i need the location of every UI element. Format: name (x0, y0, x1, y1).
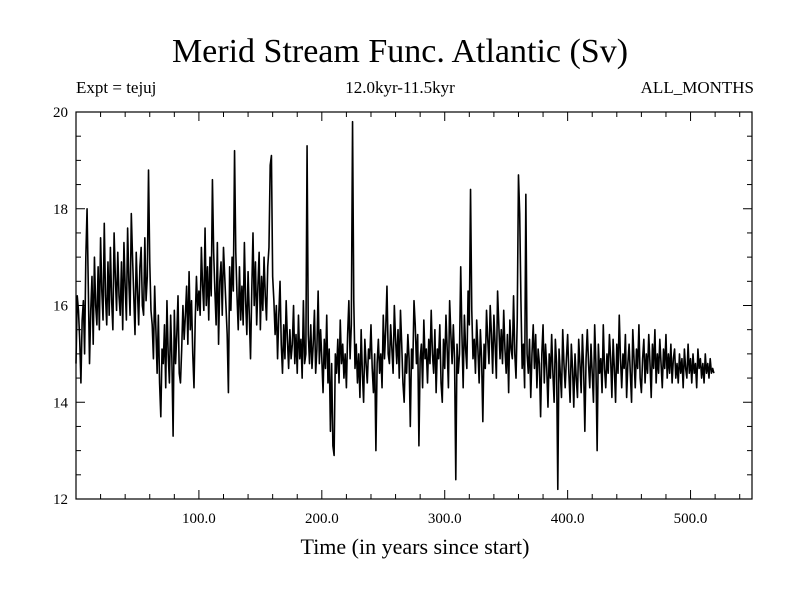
x-axis-label: Time (in years since start) (300, 534, 530, 559)
data-series-line (75, 120, 715, 491)
y-tick-label: 14 (53, 395, 69, 411)
x-tick-label: 200.0 (305, 511, 339, 527)
x-tick-label: 400.0 (551, 511, 585, 527)
x-tick-label: 100.0 (182, 511, 216, 527)
y-tick-label: 20 (53, 105, 68, 121)
tick-labels: 100.0 200.0 300.0 400.0 500.0 12 14 16 18 20 (53, 105, 707, 527)
months-label: ALL_MONTHS (640, 78, 754, 97)
y-tick-label: 18 (53, 202, 68, 218)
time-range-label: 12.0kyr-11.5kyr (345, 78, 455, 97)
chart-title: Merid Stream Func. Atlantic (Sv) (171, 33, 629, 70)
x-tick-label: 300.0 (428, 511, 462, 527)
y-tick-label: 12 (53, 492, 68, 508)
y-tick-label: 16 (53, 299, 69, 315)
x-tick-label: 500.0 (674, 511, 708, 527)
axis-ticks (76, 112, 752, 499)
experiment-label: Expt = tejuj (76, 78, 157, 97)
